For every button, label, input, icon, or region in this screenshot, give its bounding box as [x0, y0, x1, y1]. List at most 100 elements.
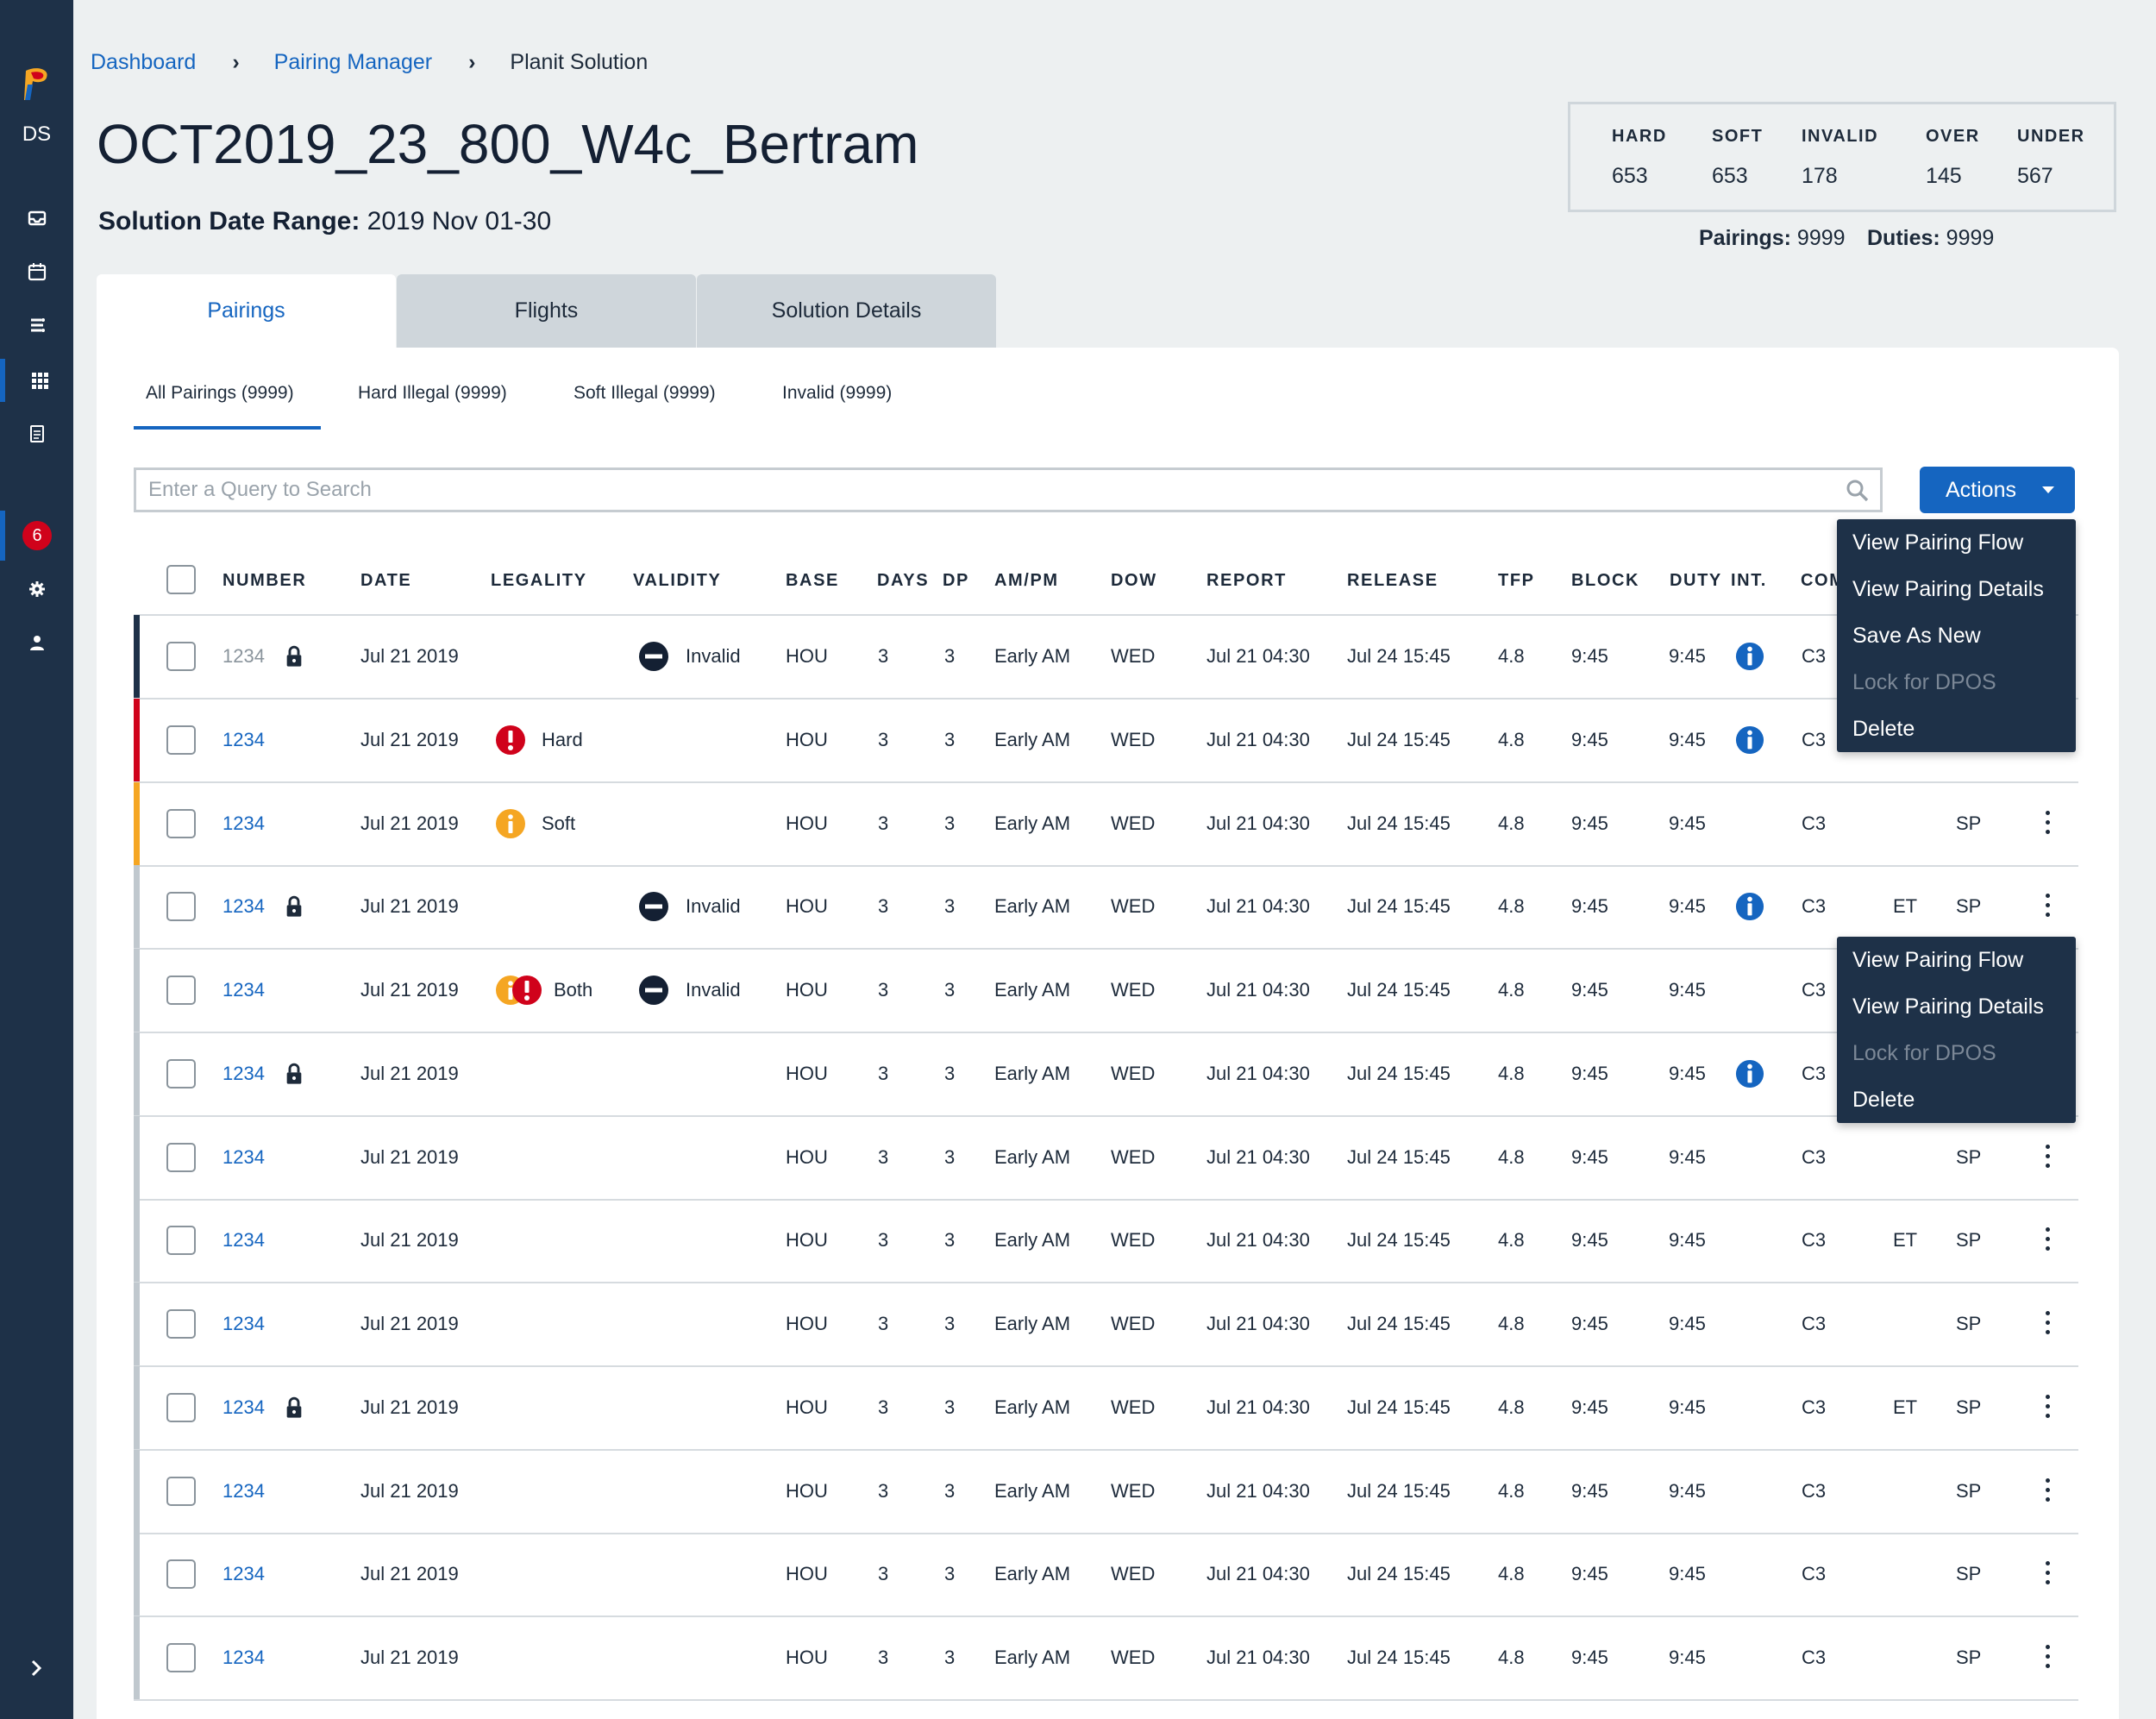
- pairing-number-link[interactable]: 1234: [222, 979, 265, 1001]
- pairing-number-link[interactable]: 1234: [222, 1146, 265, 1168]
- nav-inbox[interactable]: [0, 197, 73, 240]
- breadcrumb-pairing-manager[interactable]: Pairing Manager: [273, 50, 433, 74]
- more-options-icon[interactable]: [2046, 1478, 2051, 1504]
- nav-profile[interactable]: [0, 621, 73, 664]
- row-checkbox[interactable]: [166, 1143, 196, 1172]
- menu-item-view-pairing-flow[interactable]: View Pairing Flow: [1852, 530, 2024, 555]
- column-header-days[interactable]: DAYS: [877, 571, 930, 590]
- column-header-com[interactable]: COM: [1801, 571, 1837, 590]
- menu-item-delete[interactable]: Delete: [1852, 1087, 1915, 1112]
- nav-reports[interactable]: [0, 412, 73, 455]
- tab-solution-details[interactable]: Solution Details: [697, 274, 996, 348]
- more-options-icon[interactable]: [2046, 1561, 2051, 1587]
- chevron-right-icon[interactable]: [26, 1658, 47, 1678]
- table-row[interactable]: 1234 Jul 21 2019 HOU 3 3 Early AM WED Jul 21 04…: [134, 1283, 2078, 1366]
- column-header-dp[interactable]: DP: [943, 571, 969, 590]
- row-checkbox[interactable]: [166, 1393, 196, 1422]
- subtab-all-pairings[interactable]: All Pairings (9999): [146, 383, 294, 403]
- menu-item-save-as-new[interactable]: Save As New: [1852, 623, 1981, 648]
- column-header-release[interactable]: RELEASE: [1347, 571, 1438, 590]
- tab-pairings[interactable]: Pairings: [97, 274, 396, 348]
- days-cell: 3: [878, 1480, 889, 1502]
- more-options-icon[interactable]: [2046, 1145, 2051, 1170]
- pairing-number-link[interactable]: 1234: [222, 895, 265, 917]
- pairing-number-link[interactable]: 1234: [222, 812, 265, 834]
- subtab-invalid[interactable]: Invalid (9999): [782, 383, 893, 403]
- column-header-dow[interactable]: DOW: [1111, 571, 1157, 590]
- menu-item-view-pairing-flow[interactable]: View Pairing Flow: [1852, 947, 2024, 972]
- table-row[interactable]: 1234 Jul 21 2019 Invalid HOU 3 3 Early AM WED Ju…: [134, 615, 2078, 699]
- column-header-tfp[interactable]: TFP: [1498, 571, 1535, 590]
- more-options-icon[interactable]: [2046, 811, 2051, 837]
- row-checkbox[interactable]: [166, 1226, 196, 1255]
- nav-calendar[interactable]: [0, 250, 73, 293]
- subtab-hard-illegal[interactable]: Hard Illegal (9999): [358, 383, 507, 403]
- row-checkbox[interactable]: [166, 642, 196, 671]
- notification-badge[interactable]: 6: [22, 521, 52, 550]
- info-icon[interactable]: [1735, 1032, 1764, 1115]
- pairing-number-link[interactable]: 1234: [222, 645, 265, 667]
- table-row[interactable]: 1234 Jul 21 2019 HOU 3 3 Early AM WED Jul 21 04…: [134, 1616, 2078, 1700]
- table-row[interactable]: 1234 Jul 21 2019 HOU 3 3 Early AM WED Jul 21 04…: [134, 1450, 2078, 1534]
- pairing-number-link[interactable]: 1234: [222, 1313, 265, 1334]
- row-checkbox[interactable]: [166, 976, 196, 1005]
- menu-item-view-pairing-details[interactable]: View Pairing Details: [1852, 576, 2044, 601]
- pairing-number-link[interactable]: 1234: [222, 1480, 265, 1502]
- table-row[interactable]: 1234 Jul 21 2019 HOU 3 3 Early AM WED Jul 21 04…: [134, 1366, 2078, 1450]
- column-header-int[interactable]: INT.: [1731, 571, 1767, 590]
- pairing-number-link[interactable]: 1234: [222, 1229, 265, 1251]
- search-input[interactable]: [136, 470, 1818, 510]
- table-row[interactable]: 1234 Jul 21 2019 HOU 3 3 Early AM WED Jul 21 04…: [134, 1116, 2078, 1200]
- pairing-number-link[interactable]: 1234: [222, 1563, 265, 1584]
- row-checkbox[interactable]: [166, 725, 196, 755]
- more-options-icon[interactable]: [2046, 1395, 2051, 1421]
- table-row[interactable]: 1234 Jul 21 2019 HOU 3 3 Early AM WED Jul 21 04…: [134, 1032, 2078, 1116]
- nav-pairings[interactable]: [0, 304, 73, 347]
- column-header-date[interactable]: DATE: [360, 571, 412, 590]
- row-checkbox[interactable]: [166, 1059, 196, 1088]
- pairing-number-link[interactable]: 1234: [222, 1063, 265, 1084]
- info-icon[interactable]: [1735, 699, 1764, 781]
- search-icon[interactable]: [1846, 479, 1870, 503]
- info-icon[interactable]: [1735, 615, 1764, 698]
- table-row[interactable]: 1234 Jul 21 2019 Both Invalid HOU 3 3 Early AM W…: [134, 949, 2078, 1032]
- block-cell: 9:45: [1571, 1146, 1608, 1168]
- more-options-icon[interactable]: [2046, 1645, 2051, 1671]
- more-options-icon[interactable]: [2046, 1311, 2051, 1337]
- column-header-duty[interactable]: DUTY: [1670, 571, 1722, 590]
- pairing-number-link[interactable]: 1234: [222, 1647, 265, 1668]
- date-cell: Jul 21 2019: [360, 1313, 459, 1334]
- row-checkbox[interactable]: [166, 1559, 196, 1589]
- table-row[interactable]: 1234 Jul 21 2019 Invalid HOU 3 3 Early AM WED Ju…: [134, 865, 2078, 949]
- nav-grid[interactable]: [0, 359, 73, 402]
- more-options-icon[interactable]: [2046, 1227, 2051, 1253]
- row-checkbox[interactable]: [166, 1309, 196, 1339]
- column-header-base[interactable]: BASE: [786, 571, 839, 590]
- table-row[interactable]: 1234 Jul 21 2019 HOU 3 3 Early AM WED Jul 21 04…: [134, 1533, 2078, 1616]
- row-checkbox[interactable]: [166, 892, 196, 921]
- row-checkbox[interactable]: [166, 809, 196, 838]
- more-options-icon[interactable]: [2046, 894, 2051, 919]
- column-header-validity[interactable]: VALIDITY: [633, 571, 722, 590]
- pairing-number-link[interactable]: 1234: [222, 729, 265, 750]
- breadcrumb-dashboard[interactable]: Dashboard: [91, 50, 197, 74]
- actions-button[interactable]: Actions: [1920, 467, 2075, 513]
- menu-item-view-pairing-details[interactable]: View Pairing Details: [1852, 994, 2044, 1019]
- select-all-checkbox[interactable]: [166, 565, 196, 594]
- column-header-block[interactable]: BLOCK: [1571, 571, 1640, 590]
- row-checkbox[interactable]: [166, 1477, 196, 1506]
- info-icon[interactable]: [1735, 865, 1764, 948]
- menu-item-delete[interactable]: Delete: [1852, 716, 1915, 741]
- nav-settings[interactable]: [0, 568, 73, 611]
- table-row[interactable]: 1234 Jul 21 2019 Hard HOU 3 3 Early AM WED Jul 2…: [134, 699, 2078, 782]
- tab-flights[interactable]: Flights: [397, 274, 696, 348]
- table-row[interactable]: 1234 Jul 21 2019 Soft HOU 3 3 Early AM WED Jul 2…: [134, 782, 2078, 866]
- table-row[interactable]: 1234 Jul 21 2019 HOU 3 3 Early AM WED Jul 21 04…: [134, 1199, 2078, 1283]
- row-checkbox[interactable]: [166, 1643, 196, 1672]
- column-header-number[interactable]: NUMBER: [222, 571, 307, 590]
- column-header-ampm[interactable]: AM/PM: [994, 571, 1059, 590]
- column-header-legality[interactable]: LEGALITY: [491, 571, 587, 590]
- pairing-number-link[interactable]: 1234: [222, 1396, 265, 1418]
- column-header-report[interactable]: REPORT: [1206, 571, 1287, 590]
- subtab-soft-illegal[interactable]: Soft Illegal (9999): [573, 383, 716, 403]
